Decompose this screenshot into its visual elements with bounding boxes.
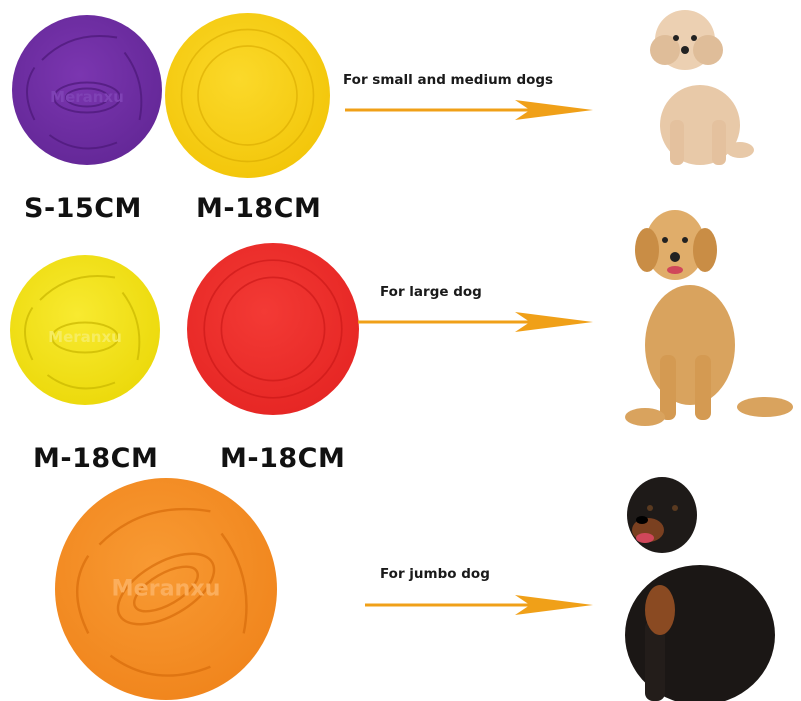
arrow-icon <box>365 595 593 615</box>
poodle-dog-image <box>650 10 754 165</box>
usage-label: For small and medium dogs <box>343 72 554 88</box>
svg-text:Meranxu: Meranxu <box>50 88 124 106</box>
size-label: M-18CM <box>196 193 322 224</box>
usage-label: For large dog <box>380 284 482 300</box>
arrow-icon <box>358 312 593 332</box>
purple-disc-small: Meranxu <box>12 15 162 165</box>
size-label: M-18CM <box>220 443 346 474</box>
size-label: S-15CM <box>24 193 142 224</box>
size-label: M-18CM <box>33 443 159 474</box>
svg-text:Meranxu: Meranxu <box>112 576 221 602</box>
orange-disc-large: Meranxu <box>55 478 277 700</box>
svg-text:Meranxu: Meranxu <box>48 328 122 346</box>
usage-label: For jumbo dog <box>380 566 490 582</box>
golden-retriever-dog-image <box>625 210 793 426</box>
arrow-icon <box>345 100 593 120</box>
rottweiler-dog-image <box>625 477 775 701</box>
yellow-disc: Meranxu <box>10 255 160 405</box>
yellow-disc-medium <box>165 13 330 178</box>
red-disc <box>187 243 359 415</box>
